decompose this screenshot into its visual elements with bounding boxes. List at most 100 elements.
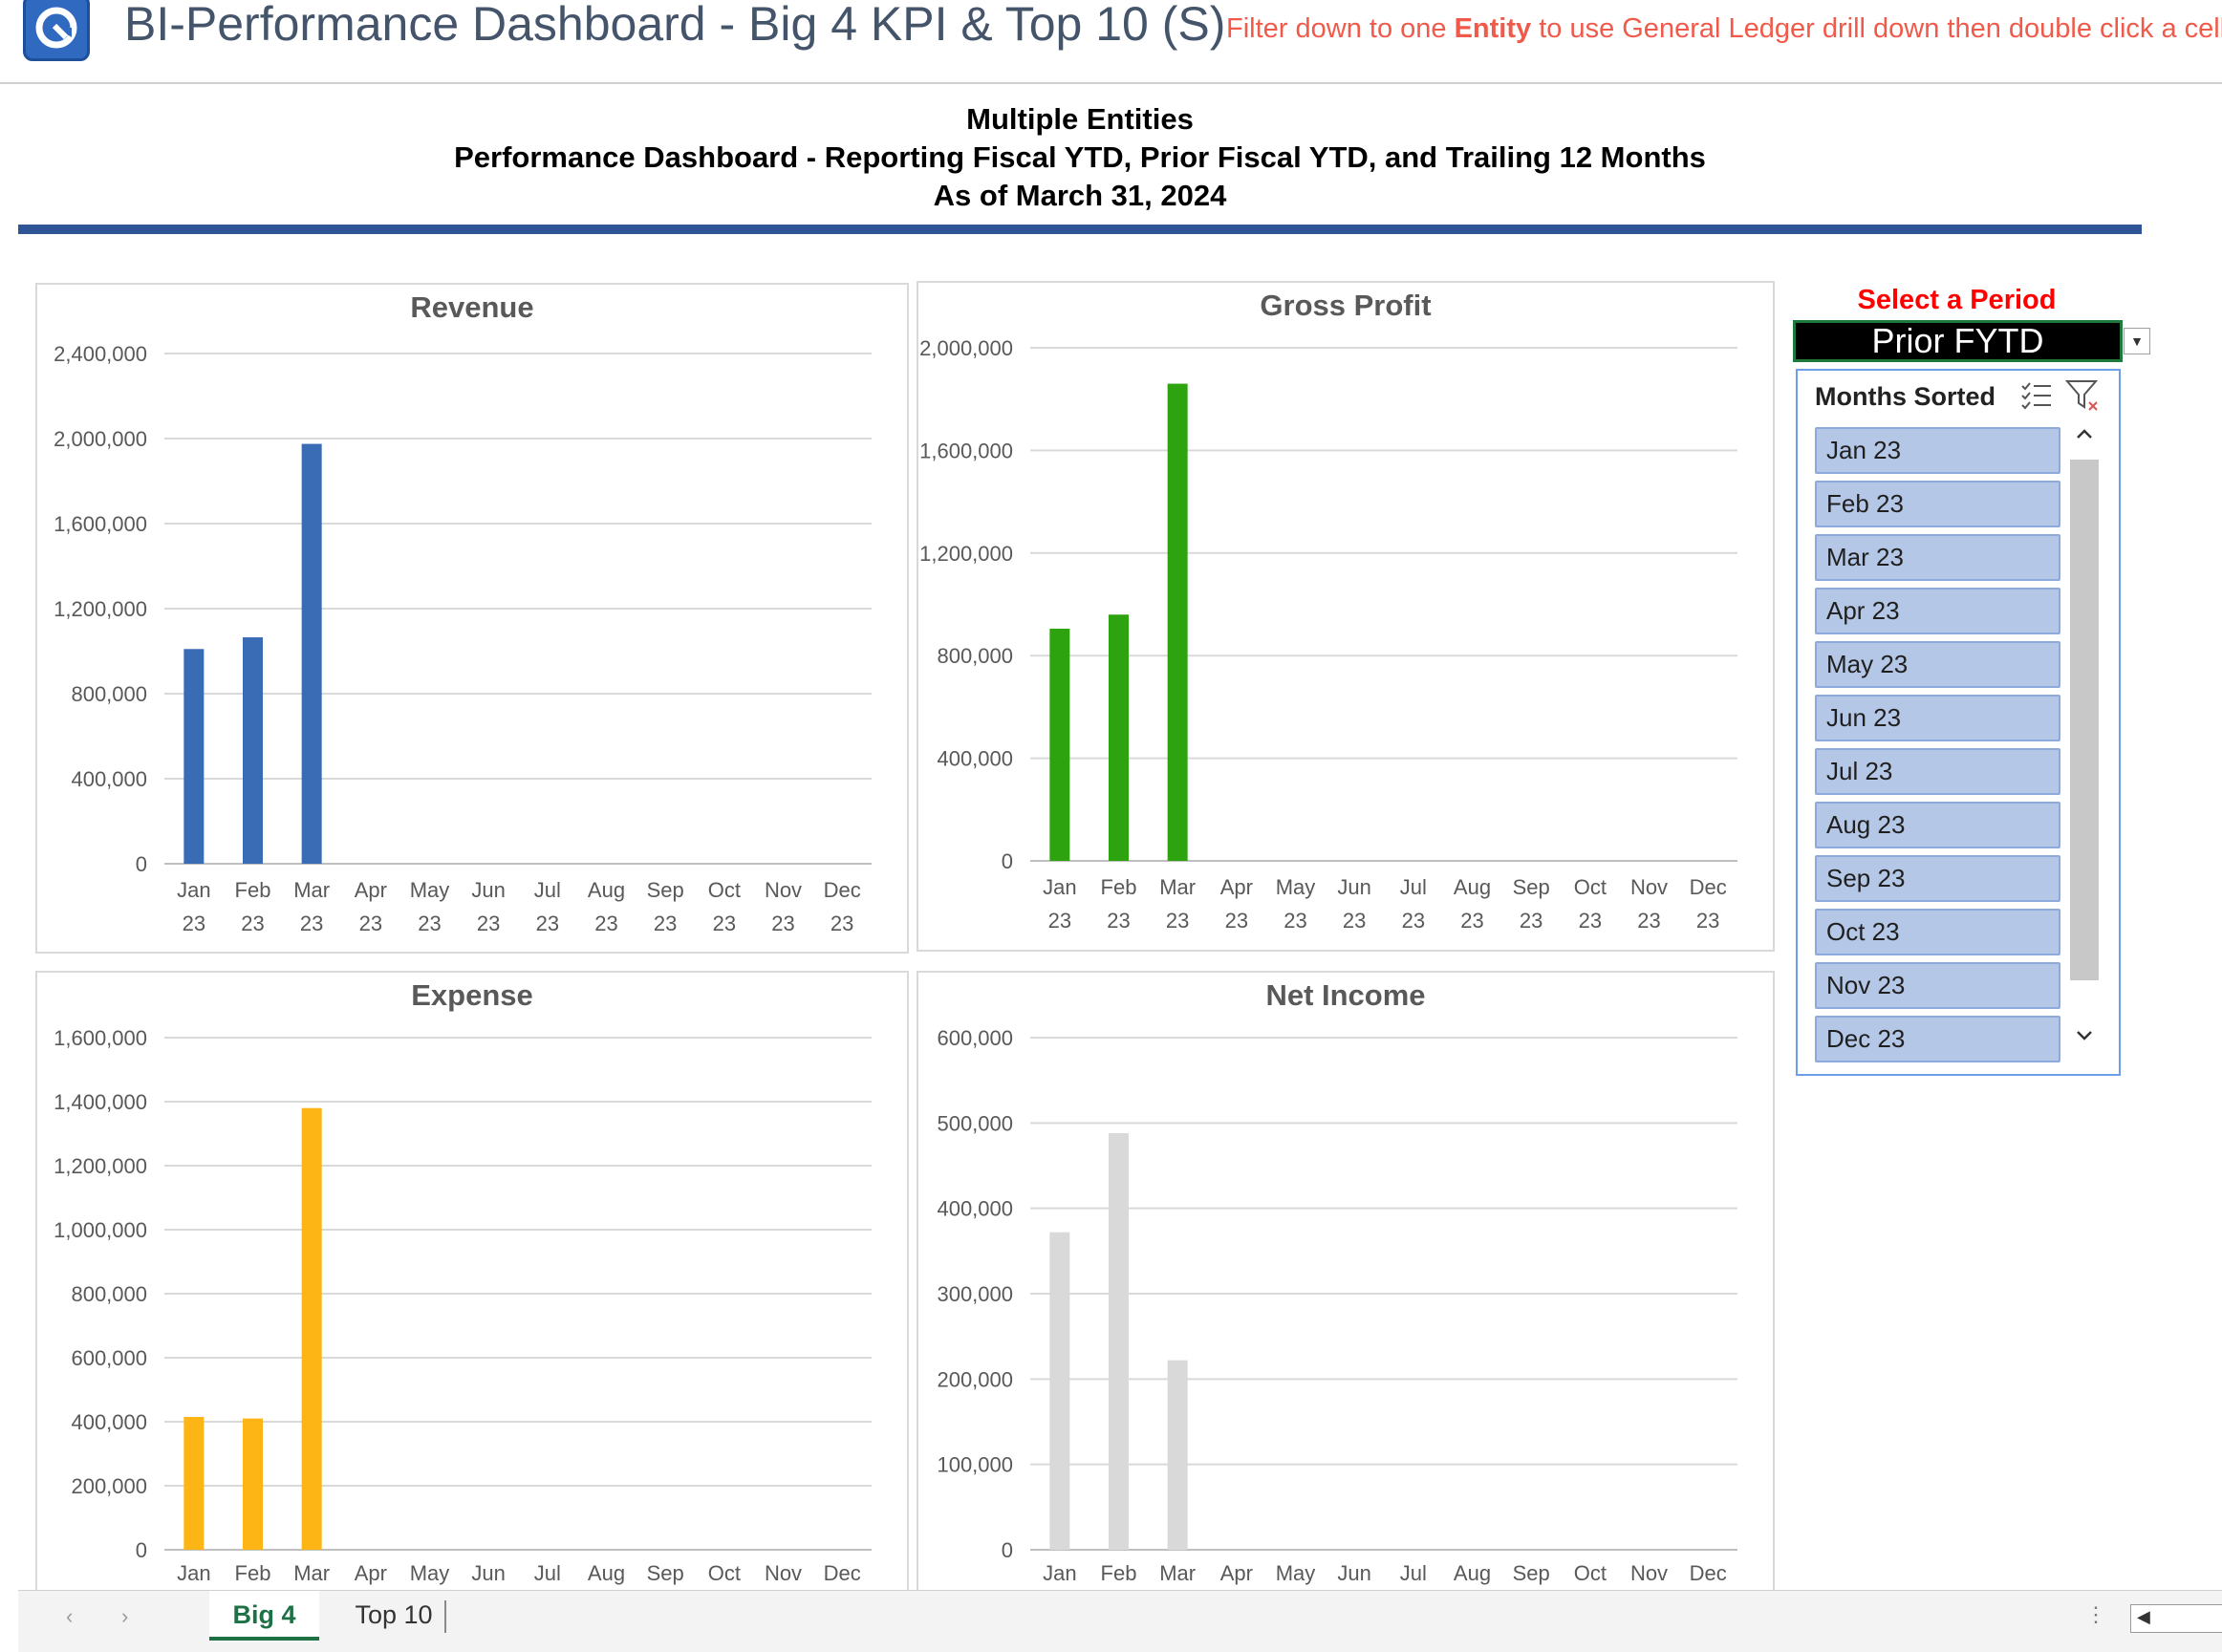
x-tick-label: Nov	[765, 878, 802, 902]
slicer-item[interactable]: Nov 23	[1815, 962, 2060, 1009]
x-tick-label: 23	[1048, 909, 1071, 933]
chevron-left-icon[interactable]: ‹	[66, 1604, 74, 1628]
x-tick-label: Jul	[1400, 875, 1427, 899]
tab-big-4[interactable]: Big 4	[209, 1591, 319, 1641]
x-tick-label: 23	[771, 912, 794, 935]
slicer-item[interactable]: Sep 23	[1815, 855, 2060, 902]
revenue-chart[interactable]: Revenue 0 400,000 800,000 1,200,000 1,600,00…	[35, 283, 909, 954]
slicer-item[interactable]: Aug 23	[1815, 802, 2060, 848]
x-tick-label: May	[410, 1561, 450, 1585]
x-tick-label: 23	[418, 912, 441, 935]
filter-instruction-entity: Entity	[1454, 13, 1532, 44]
x-tick-label: Sep	[1513, 875, 1550, 899]
chart-title: Revenue	[410, 290, 534, 324]
slicer-item[interactable]: Oct 23	[1815, 909, 2060, 955]
x-tick-label: Jun	[1337, 1561, 1370, 1585]
x-tick-label: Oct	[1574, 875, 1607, 899]
bar[interactable]	[1049, 629, 1070, 861]
slicer-item[interactable]: May 23	[1815, 641, 2060, 688]
x-tick-label: Nov	[1630, 1561, 1668, 1585]
bar[interactable]	[1167, 1360, 1188, 1550]
clear-filter-icon[interactable]	[2063, 376, 2102, 415]
y-tick-label: 500,000	[937, 1111, 1013, 1135]
bar[interactable]	[183, 649, 205, 864]
header-divider	[18, 225, 2142, 234]
y-tick-label: 1,600,000	[54, 512, 147, 536]
x-tick-label: 23	[300, 912, 323, 935]
sheet-tab-bar: ‹ › Big 4 Top 10 ⋮ ◀	[18, 1590, 2222, 1652]
y-tick-label: 0	[136, 852, 147, 876]
scroll-thumb[interactable]	[2070, 460, 2099, 980]
slicer-item[interactable]: Jun 23	[1815, 695, 2060, 741]
report-entity: Multiple Entities	[966, 102, 1194, 136]
x-tick-label: Mar	[1159, 875, 1196, 899]
x-tick-label: Jan	[177, 878, 210, 902]
chart-title: Net Income	[1265, 978, 1426, 1012]
slicer-item[interactable]: Dec 23	[1815, 1016, 2060, 1062]
x-tick-label: 23	[1402, 909, 1425, 933]
x-tick-label: 23	[1343, 909, 1366, 933]
slicer-scrollbar[interactable]	[2067, 427, 2102, 1058]
y-tick-label: 2,000,000	[54, 427, 147, 451]
x-tick-label: 23	[1637, 909, 1660, 933]
bar[interactable]	[1109, 614, 1129, 861]
x-tick-label: 23	[831, 912, 853, 935]
bar[interactable]	[243, 1418, 263, 1550]
bar[interactable]	[301, 1107, 322, 1550]
tab-separator	[444, 1600, 446, 1633]
app-logo-icon	[23, 0, 90, 61]
x-tick-label: Dec	[1690, 875, 1727, 899]
chevron-right-icon[interactable]: ›	[121, 1604, 129, 1628]
y-tick-label: 800,000	[71, 682, 147, 706]
tab-top-10[interactable]: Top 10	[355, 1600, 433, 1629]
y-tick-label: 2,000,000	[919, 336, 1013, 360]
multi-select-icon[interactable]	[2019, 378, 2054, 413]
slicer-header: Months Sorted	[1815, 382, 1995, 411]
x-tick-label: Sep	[1513, 1561, 1550, 1585]
y-tick-label: 0	[1002, 849, 1013, 873]
expense-chart[interactable]: Expense 0 200,000 400,000 600,000 800,000 1,0…	[35, 971, 909, 1592]
y-tick-label: 400,000	[937, 1197, 1013, 1221]
scroll-left-icon[interactable]: ◀	[2137, 1607, 2150, 1626]
x-tick-label: 23	[1284, 909, 1306, 933]
app-title: BI-Performance Dashboard - Big 4 KPI & T…	[124, 0, 1226, 51]
bar[interactable]	[243, 637, 263, 864]
more-options-icon[interactable]: ⋮	[2085, 1602, 2106, 1626]
period-select-cell[interactable]: Prior FYTD	[1793, 320, 2123, 362]
x-tick-label: Aug	[588, 878, 625, 902]
scroll-down-button[interactable]	[2067, 1029, 2102, 1058]
y-tick-label: 1,200,000	[54, 597, 147, 621]
y-tick-label: 1,000,000	[54, 1218, 147, 1242]
period-dropdown-button[interactable]: ▼	[2124, 328, 2150, 354]
bar[interactable]	[183, 1416, 205, 1550]
x-tick-label: 23	[1166, 909, 1189, 933]
net-income-chart[interactable]: Net Income 0 100,000 200,000 300,000 400,000…	[917, 971, 1775, 1592]
horizontal-scrollbar[interactable]: ◀	[2130, 1604, 2222, 1633]
slicer-item[interactable]: Apr 23	[1815, 588, 2060, 634]
slicer-item[interactable]: Jul 23	[1815, 748, 2060, 795]
x-tick-label: 23	[1107, 909, 1130, 933]
x-tick-label: 23	[536, 912, 559, 935]
y-tick-label: 200,000	[937, 1367, 1013, 1391]
y-tick-label: 600,000	[937, 1026, 1013, 1050]
chart-title: Gross Profit	[1260, 289, 1432, 322]
gross-profit-chart[interactable]: Gross Profit 0 400,000 800,000 1,200,000 1,6…	[917, 281, 1775, 952]
bar[interactable]	[301, 443, 322, 864]
report-as-of: As of March 31, 2024	[933, 179, 1227, 212]
slicer-item[interactable]: Jan 23	[1815, 427, 2060, 474]
x-tick-label: Feb	[235, 878, 271, 902]
y-tick-label: 100,000	[937, 1453, 1013, 1477]
y-tick-label: 800,000	[937, 644, 1013, 668]
x-tick-label: 23	[713, 912, 736, 935]
x-tick-label: Jul	[1400, 1561, 1427, 1585]
x-tick-label: 23	[241, 912, 264, 935]
y-tick-label: 1,600,000	[919, 439, 1013, 462]
slicer-item[interactable]: Feb 23	[1815, 481, 2060, 527]
slicer-item[interactable]: Mar 23	[1815, 534, 2060, 581]
bar[interactable]	[1049, 1232, 1070, 1550]
bar[interactable]	[1167, 383, 1188, 861]
x-tick-label: Oct	[708, 878, 741, 902]
x-tick-label: Feb	[1101, 1561, 1137, 1585]
scroll-up-button[interactable]	[2067, 427, 2102, 456]
bar[interactable]	[1109, 1133, 1129, 1550]
